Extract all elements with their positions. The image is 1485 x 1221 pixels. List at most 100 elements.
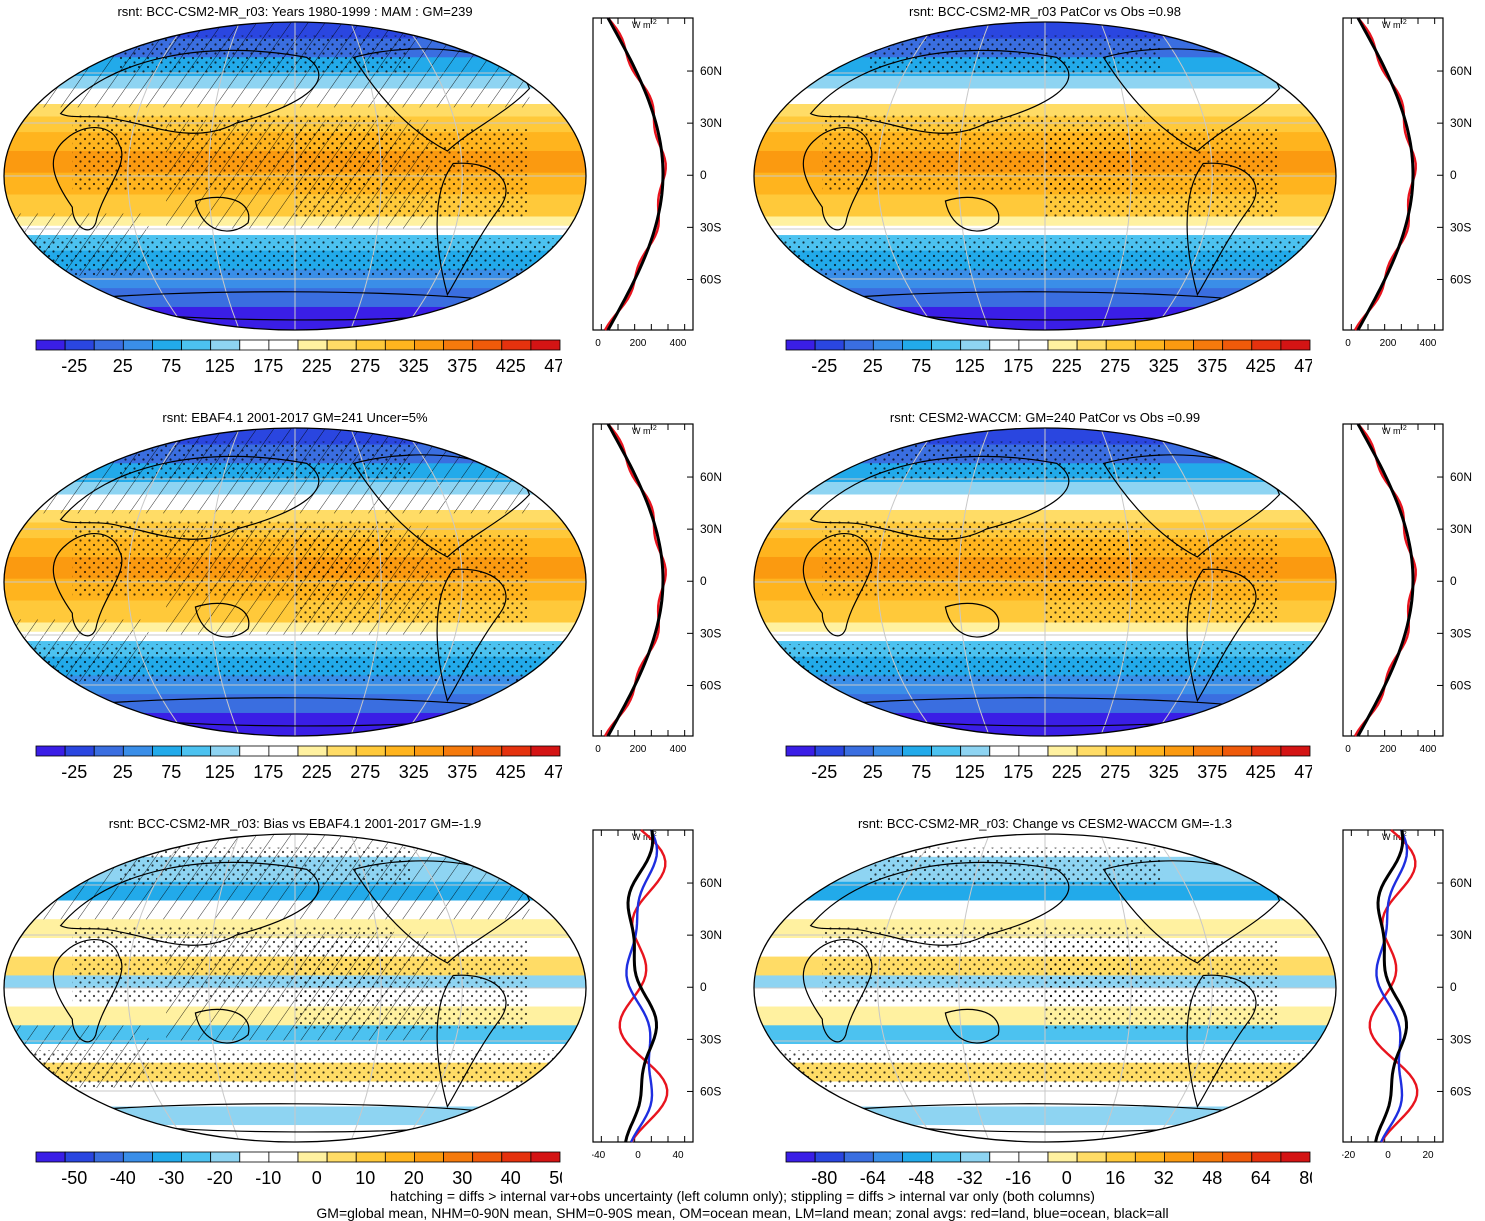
- colorbar-label: 25: [113, 762, 133, 782]
- colorbar-label: 75: [161, 762, 181, 782]
- robinson-map: [3, 427, 587, 737]
- robinson-map: [3, 833, 587, 1143]
- latitude-label: 60S: [700, 272, 721, 286]
- zonal-ocean-line: [625, 829, 659, 1143]
- zonal-x-tick-label: 400: [1420, 744, 1437, 755]
- colorbar-label: -16: [1005, 1168, 1031, 1188]
- latitude-label: 60N: [1450, 64, 1472, 78]
- colorbar-label: -48: [908, 1168, 934, 1188]
- zonal-x-tick-label: 200: [1380, 338, 1397, 349]
- colorbar-label: 225: [302, 762, 332, 782]
- colorbar-label: 175: [1003, 762, 1033, 782]
- colorbar-swatch: [1280, 339, 1311, 351]
- latitude-label: 0: [1450, 980, 1457, 994]
- colorbar-swatch: [414, 339, 444, 351]
- colorbar-swatch: [355, 339, 386, 351]
- colorbar: -25 25 75 125 175 225 275 325 375 425 475: [35, 339, 562, 376]
- robinson-map: [753, 833, 1337, 1143]
- colorbar-swatch: [989, 745, 1020, 757]
- colorbar-label: -25: [811, 762, 837, 782]
- zonal-x-tick-label: 0: [595, 338, 601, 349]
- colorbar-swatch: [902, 339, 932, 351]
- colorbar-label: 75: [911, 762, 931, 782]
- zonal-x-tick-label: -20: [1342, 1150, 1356, 1161]
- colorbar-label: -25: [61, 356, 87, 376]
- colorbar-label: 48: [1202, 1168, 1222, 1188]
- colorbar-swatch: [1193, 1151, 1224, 1163]
- zonal-x-tick-label: 400: [670, 744, 687, 755]
- zonal-average-plot: 60N 30N 0 30S 60S 0 200 400 W m-2: [592, 17, 722, 349]
- zonal-x-tick-label: 0: [1345, 744, 1351, 755]
- colorbar-swatch: [989, 339, 1020, 351]
- colorbar-label: 25: [113, 356, 133, 376]
- colorbar-label: 425: [496, 356, 526, 376]
- colorbar-swatch: [93, 745, 124, 757]
- footer-note-1: hatching = diffs > internal var+obs unce…: [390, 1188, 1095, 1204]
- colorbar-label: 225: [302, 356, 332, 376]
- colorbar-swatch: [355, 1151, 386, 1163]
- colorbar-swatch: [1105, 745, 1136, 757]
- colorbar-label: 225: [1052, 356, 1082, 376]
- colorbar-swatch: [268, 745, 299, 757]
- colorbar-label: 325: [1149, 762, 1179, 782]
- colorbar-swatch: [93, 339, 124, 351]
- zonal-x-tick-label: 400: [670, 338, 687, 349]
- colorbar-swatch: [1222, 339, 1253, 351]
- colorbar-label: 50: [549, 1168, 562, 1188]
- zonal-average-plot: 60N 30N 0 30S 60S 0 200 400 W m-2: [1342, 423, 1472, 755]
- colorbar: -50 -40 -30 -20 -10 0 10 20 30 40 50: [35, 1151, 562, 1188]
- colorbar-swatch: [152, 1151, 182, 1163]
- colorbar-swatch: [1105, 1151, 1136, 1163]
- colorbar-label: 375: [1197, 762, 1227, 782]
- zonal-all-line: [606, 17, 665, 331]
- colorbar-label: 375: [1197, 356, 1227, 376]
- colorbar: -25 25 75 125 175 225 275 325 375 425 475: [785, 745, 1312, 782]
- colorbar-swatch: [472, 1151, 503, 1163]
- panel-title: rsnt: EBAF4.1 2001-2017 GM=241 Uncer=5%: [162, 410, 428, 425]
- zonal-x-tick-label: 0: [595, 744, 601, 755]
- latitude-label: 30S: [1450, 220, 1471, 234]
- zonal-average-plot: 60N 30N 0 30S 60S 0 200 400 W m-2: [1342, 17, 1472, 349]
- colorbar-label: 275: [1100, 762, 1130, 782]
- zonal-ocean-line: [1375, 829, 1409, 1143]
- latitude-label: 0: [1450, 574, 1457, 588]
- panel-title: rsnt: BCC-CSM2-MR_r03: Bias vs EBAF4.1 2…: [108, 816, 482, 831]
- latitude-label: 30S: [700, 1032, 721, 1046]
- colorbar-label: 475: [1294, 762, 1312, 782]
- colorbar-swatch: [843, 339, 874, 351]
- colorbar-label: -50: [61, 1168, 87, 1188]
- colorbar-swatch: [1222, 745, 1253, 757]
- colorbar-swatch: [210, 1151, 241, 1163]
- zonal-unit-label: W m-2: [1382, 19, 1407, 30]
- latitude-label: 60S: [1450, 678, 1471, 692]
- colorbar-label: 175: [1003, 356, 1033, 376]
- colorbar-swatch: [326, 745, 357, 757]
- colorbar-swatch: [843, 745, 874, 757]
- colorbar-label: -20: [207, 1168, 233, 1188]
- colorbar-swatch: [64, 1151, 95, 1163]
- zonal-all-line: [1374, 829, 1409, 1143]
- colorbar-label: 125: [205, 762, 235, 782]
- colorbar-label: 275: [350, 356, 380, 376]
- colorbar-swatch: [989, 1151, 1020, 1163]
- colorbar-swatch: [326, 1151, 357, 1163]
- latitude-label: 30S: [1450, 626, 1471, 640]
- latitude-label: 30N: [1450, 522, 1472, 536]
- zonal-x-tick-label: 200: [1380, 744, 1397, 755]
- colorbar-swatch: [785, 745, 816, 757]
- colorbar-swatch: [384, 745, 415, 757]
- colorbar-swatch: [501, 339, 532, 351]
- colorbar-swatch: [1134, 1151, 1165, 1163]
- colorbar-label: 325: [1149, 356, 1179, 376]
- colorbar: -25 25 75 125 175 225 275 325 375 425 475: [785, 339, 1312, 376]
- zonal-unit-label: W m-2: [632, 19, 657, 30]
- colorbar-label: 40: [501, 1168, 521, 1188]
- colorbar-swatch: [443, 745, 474, 757]
- colorbar-swatch: [297, 339, 328, 351]
- colorbar-swatch: [297, 745, 328, 757]
- colorbar-label: 25: [863, 356, 883, 376]
- latitude-label: 30S: [700, 220, 721, 234]
- colorbar-swatch: [93, 1151, 124, 1163]
- panel-title: rsnt: BCC-CSM2-MR_r03: Change vs CESM2-W…: [857, 816, 1233, 831]
